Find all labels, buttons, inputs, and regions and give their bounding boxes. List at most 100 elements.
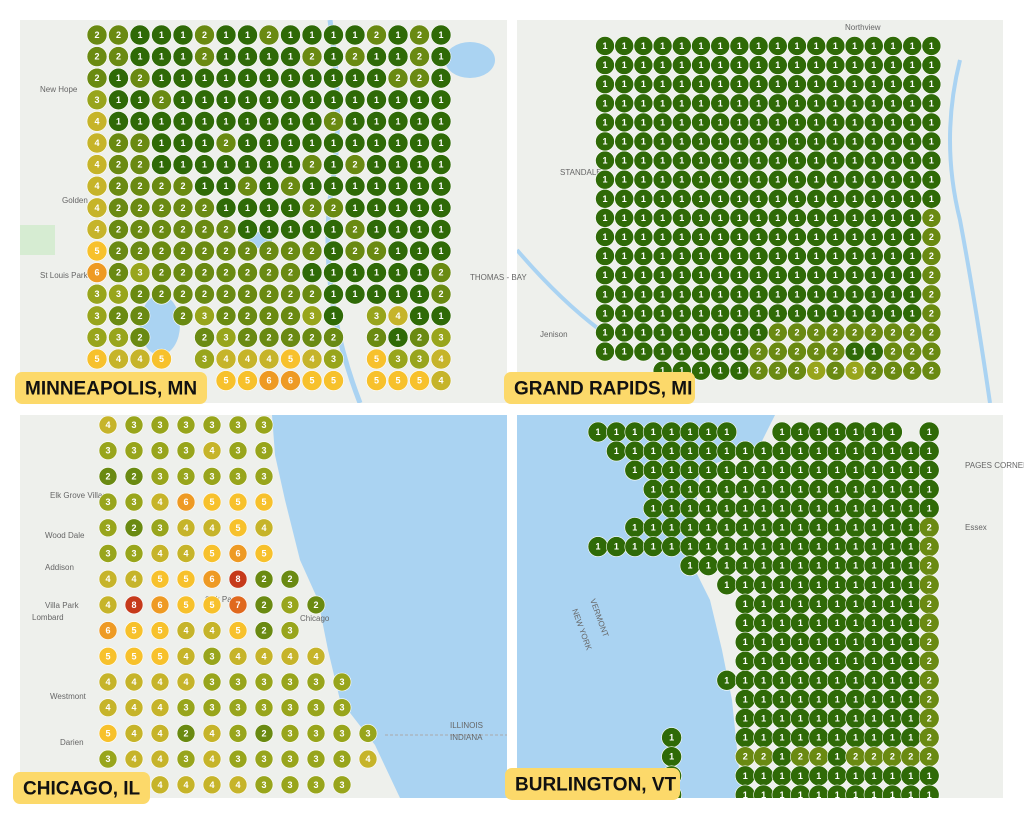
rank-circle [237, 327, 258, 348]
rank-label: 1 [910, 117, 915, 127]
rank-circle [98, 749, 118, 769]
rank-label: 2 [927, 714, 932, 724]
rank-label: 1 [641, 117, 646, 127]
rank-label: 1 [835, 484, 840, 494]
rank-label: 1 [718, 175, 723, 185]
rank-label: 3 [235, 754, 240, 764]
rank-circle [228, 724, 248, 743]
rank-circle [387, 348, 409, 370]
rank-label: 1 [641, 60, 646, 70]
rank-label: 1 [835, 675, 840, 685]
rank-circle [280, 111, 301, 132]
rank-circle [194, 219, 215, 240]
rank-label: 1 [679, 98, 684, 108]
place-label: Northview [845, 23, 881, 32]
rank-label: 4 [131, 677, 136, 687]
rank-circle [237, 175, 258, 197]
rank-label: 1 [116, 116, 121, 126]
rank-label: 1 [679, 328, 684, 338]
rank-label: 3 [105, 754, 110, 764]
rank-label: 2 [374, 246, 379, 256]
rank-label: 1 [890, 484, 895, 494]
place-label: Lombard [32, 613, 64, 622]
rank-label: 1 [852, 232, 857, 242]
rank-label: 1 [890, 427, 895, 437]
rank-label: 4 [183, 780, 188, 790]
rank-label: 1 [679, 117, 684, 127]
rank-label: 1 [679, 213, 684, 223]
rank-circle [108, 262, 129, 283]
rank-label: 1 [761, 694, 766, 704]
rank-label: 1 [395, 95, 400, 105]
rank-label: 1 [814, 60, 819, 70]
rank-label: 1 [794, 270, 799, 280]
rank-label: 1 [309, 95, 314, 105]
rank-circle [280, 46, 301, 67]
rank-label: 2 [266, 30, 271, 40]
rank-circle [86, 305, 108, 327]
rank-circle [108, 89, 129, 111]
rank-label: 1 [890, 465, 895, 475]
rank-circle [129, 197, 151, 219]
rank-label: 5 [94, 354, 99, 364]
rank-circle [129, 67, 151, 89]
rank-circle [258, 240, 280, 262]
rank-circle [280, 646, 300, 666]
rank-circle [108, 197, 129, 219]
rank-circle [176, 467, 196, 486]
rank-label: 1 [641, 137, 646, 147]
rank-circle [202, 441, 222, 461]
rank-circle [215, 327, 237, 348]
rank-label: 1 [309, 138, 314, 148]
rank-label: 3 [183, 754, 188, 764]
rank-circle [172, 154, 194, 175]
rank-label: 2 [929, 251, 934, 261]
rank-label: 1 [835, 580, 840, 590]
rank-label: 4 [183, 651, 188, 661]
rank-circle [86, 154, 108, 175]
rank-label: 1 [853, 675, 858, 685]
rank-label: 2 [417, 332, 422, 342]
rank-label: 1 [724, 675, 729, 685]
rank-circle [323, 154, 344, 175]
rank-label: 2 [202, 246, 207, 256]
rank-label: 1 [698, 289, 703, 299]
rank-circle [254, 544, 274, 563]
rank-label: 1 [417, 246, 422, 256]
rank-label: 1 [929, 98, 934, 108]
rank-circle [387, 197, 409, 219]
rank-label: 6 [105, 626, 110, 636]
rank-label: 1 [331, 246, 336, 256]
rank-label: 2 [266, 246, 271, 256]
rank-circle [124, 569, 144, 589]
rank-label: 1 [910, 156, 915, 166]
rank-label: 1 [908, 484, 913, 494]
rank-circle [228, 595, 248, 615]
rank-label: 1 [737, 366, 742, 376]
rank-circle [409, 175, 430, 197]
rank-label: 3 [313, 677, 318, 687]
rank-label: 5 [261, 497, 266, 507]
rank-label: 2 [833, 328, 838, 338]
rank-label: 2 [137, 73, 142, 83]
rank-label: 1 [180, 116, 185, 126]
rank-label: 1 [737, 98, 742, 108]
rank-label: 2 [910, 366, 915, 376]
rank-circle [237, 197, 258, 219]
rank-label: 1 [602, 289, 607, 299]
rank-label: 1 [706, 427, 711, 437]
rank-label: 1 [660, 60, 665, 70]
rank-label: 1 [743, 465, 748, 475]
rank-label: 3 [287, 703, 292, 713]
rank-circle [194, 262, 215, 283]
rank-label: 1 [352, 73, 357, 83]
rank-label: 1 [737, 347, 742, 357]
rank-label: 1 [180, 95, 185, 105]
rank-label: 1 [698, 79, 703, 89]
rank-label: 1 [779, 675, 784, 685]
rank-circle [332, 698, 352, 718]
rank-label: 1 [622, 194, 627, 204]
rank-label: 1 [743, 675, 748, 685]
rank-circle [332, 672, 352, 692]
rank-circle [409, 305, 430, 327]
